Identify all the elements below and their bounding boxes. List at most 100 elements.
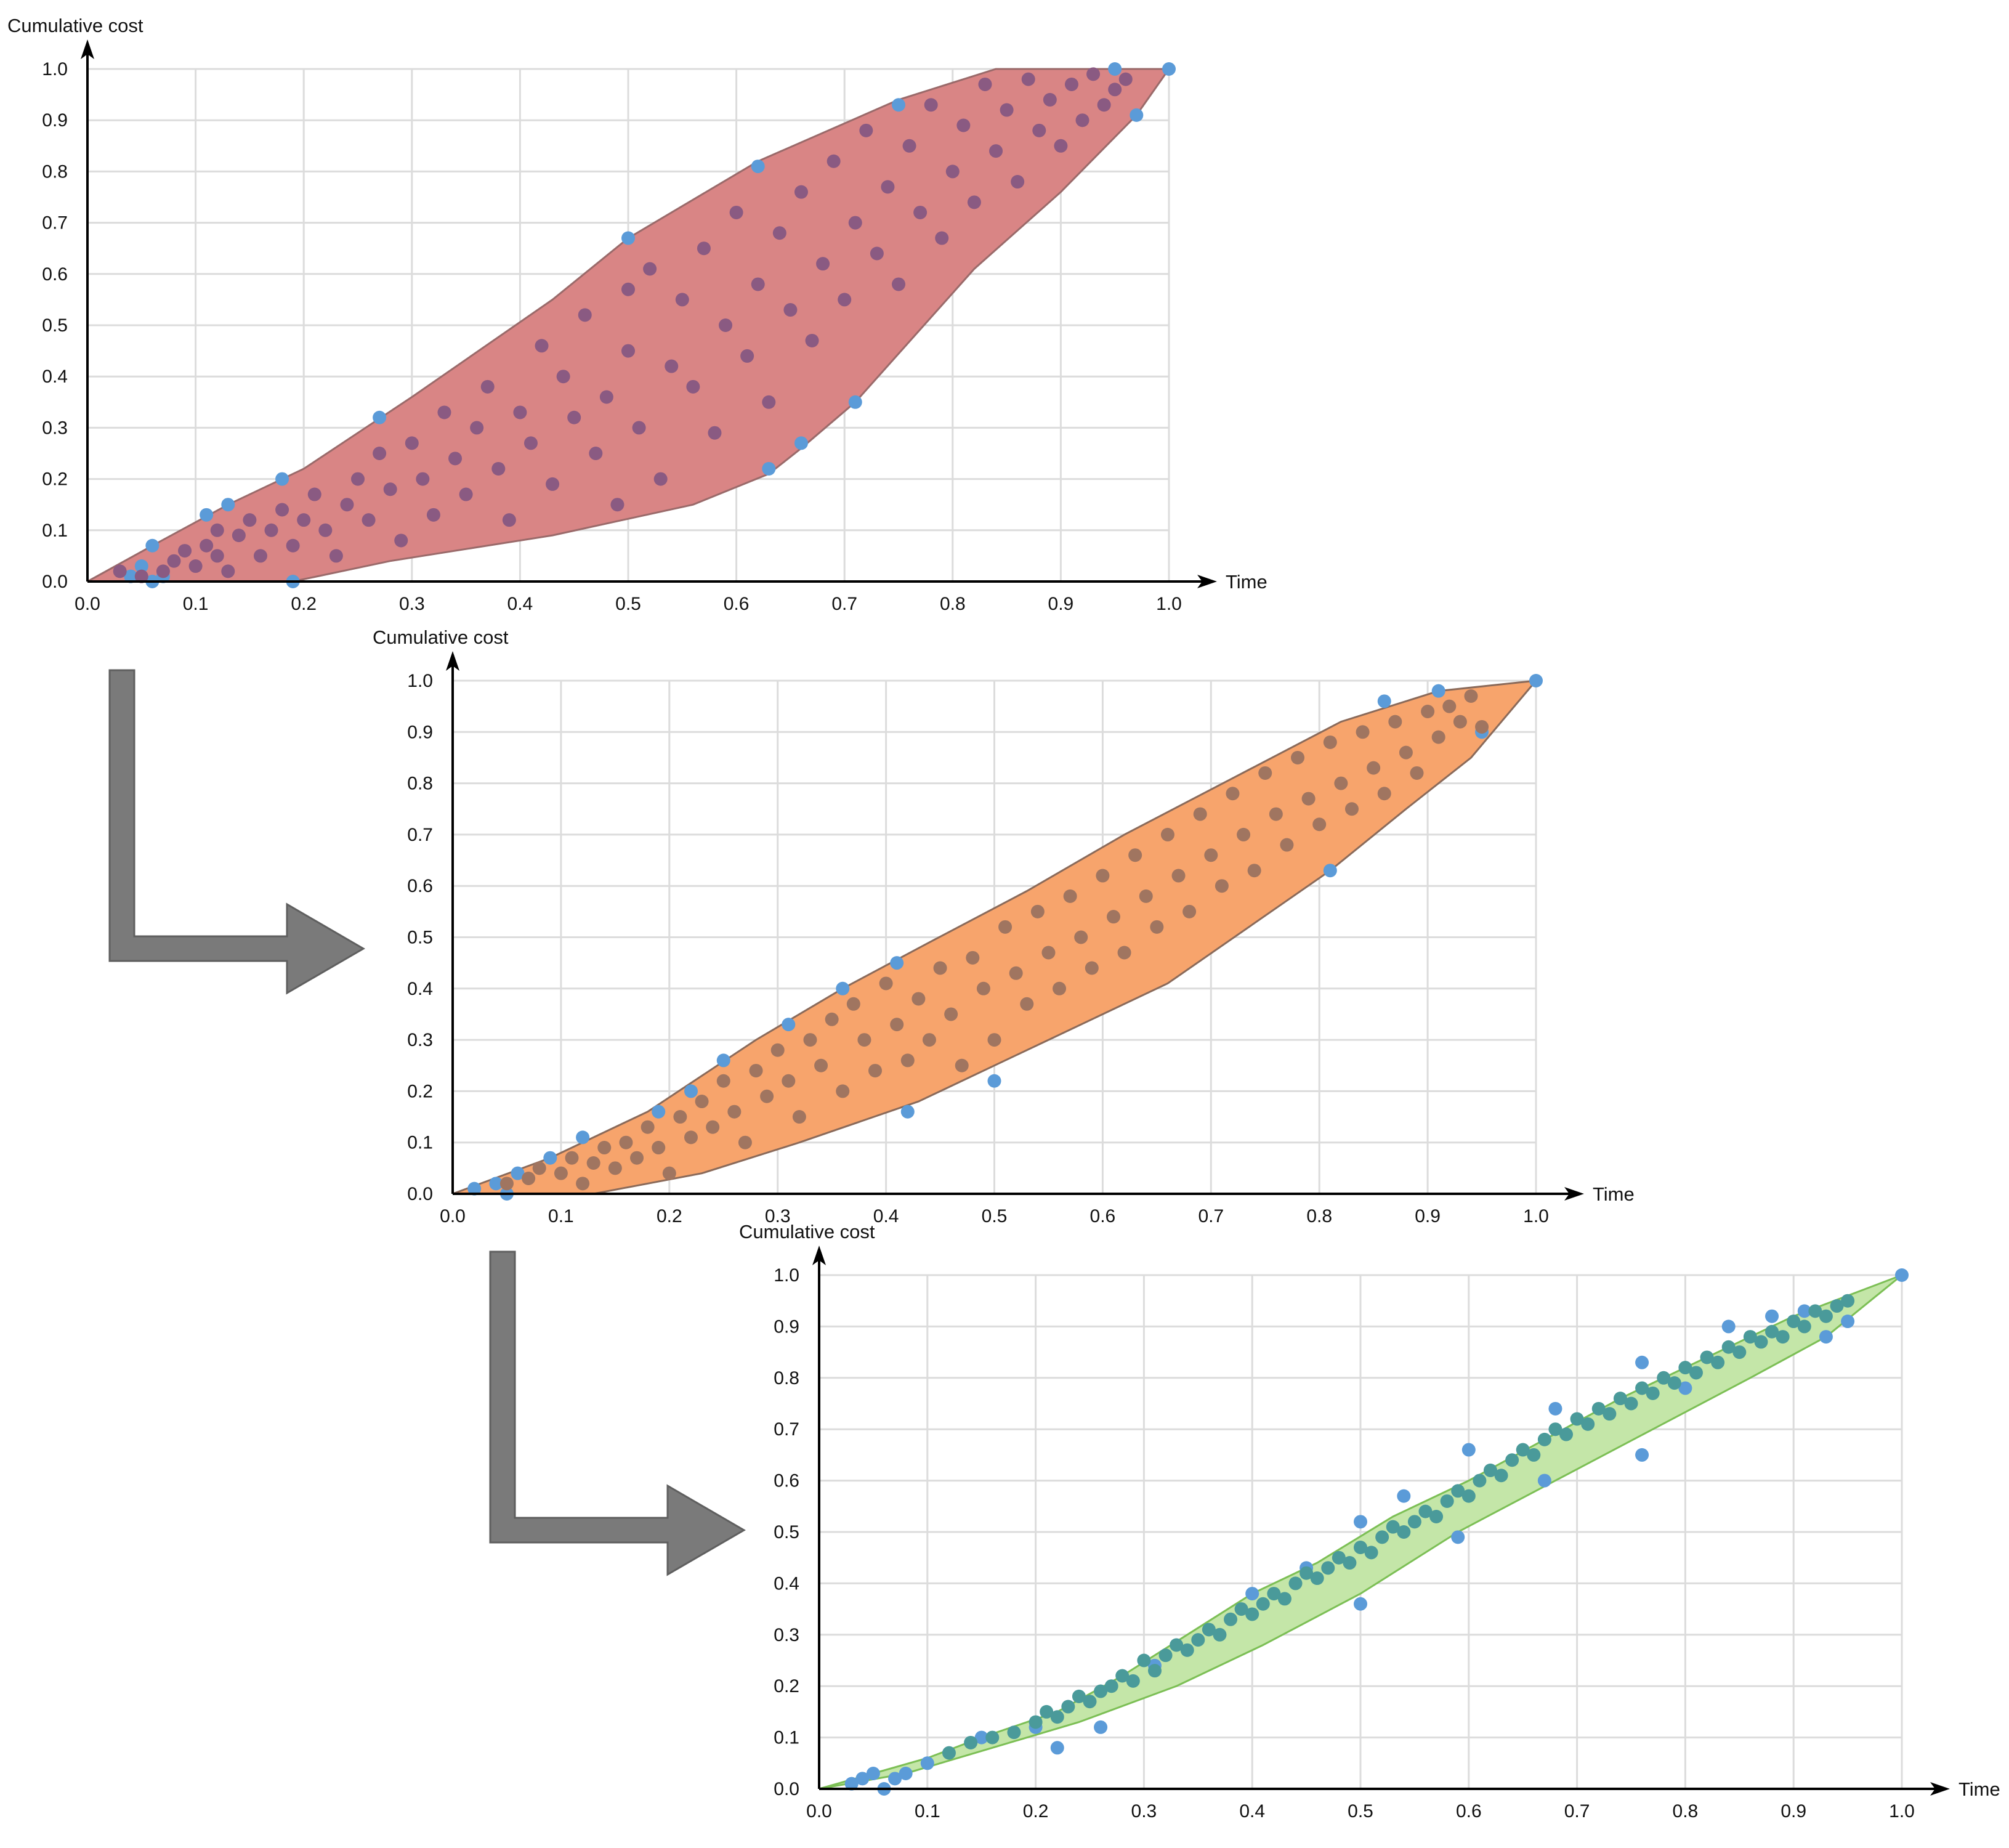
- data-point: [652, 1141, 666, 1155]
- data-point: [286, 538, 300, 553]
- data-point: [1354, 1541, 1367, 1555]
- data-point: [1343, 1556, 1357, 1570]
- x-tick-label: 0.0: [75, 594, 100, 614]
- data-point: [706, 1120, 720, 1134]
- data-point: [935, 231, 949, 245]
- data-point: [275, 503, 289, 517]
- data-point: [1269, 807, 1283, 821]
- data-point: [1421, 704, 1435, 718]
- data-point: [1475, 719, 1489, 734]
- data-point: [1581, 1417, 1595, 1431]
- data-point: [1431, 730, 1445, 744]
- data-point: [816, 257, 830, 271]
- data-point: [1247, 864, 1261, 878]
- data-point: [221, 564, 235, 578]
- y-tick-label: 0.3: [407, 1030, 433, 1050]
- outline-point: [1819, 1330, 1833, 1344]
- x-tick-label: 0.6: [724, 594, 750, 614]
- outline-point: [652, 1104, 666, 1119]
- data-point: [1808, 1304, 1822, 1318]
- data-point: [546, 477, 560, 491]
- y-axis-arrowhead: [81, 39, 94, 59]
- data-point: [383, 482, 397, 496]
- data-point: [1043, 92, 1057, 107]
- data-point: [729, 205, 743, 219]
- data-point: [857, 1033, 871, 1047]
- data-point: [523, 436, 538, 450]
- data-point: [716, 1074, 730, 1088]
- data-point: [751, 277, 765, 291]
- data-point: [619, 1135, 633, 1149]
- data-point: [1150, 920, 1164, 934]
- x-tick-label: 0.1: [915, 1801, 940, 1822]
- x-tick-label: 0.6: [1090, 1206, 1116, 1226]
- outline-point: [844, 1777, 859, 1791]
- data-point: [1074, 930, 1088, 944]
- y-tick-label: 0.5: [407, 928, 433, 948]
- data-point: [329, 549, 343, 563]
- data-point: [1473, 1473, 1487, 1488]
- y-tick-label: 0.2: [42, 469, 68, 490]
- data-point: [760, 1089, 774, 1103]
- data-point: [554, 1166, 568, 1180]
- y-tick-label: 0.2: [774, 1676, 799, 1696]
- data-point: [1399, 745, 1413, 760]
- data-point: [1494, 1469, 1508, 1483]
- data-point: [1086, 67, 1101, 81]
- outline-point: [1635, 1355, 1649, 1369]
- data-point: [1301, 792, 1316, 806]
- data-point: [1407, 1515, 1421, 1529]
- data-point: [1032, 123, 1046, 137]
- data-point: [188, 559, 203, 573]
- data-point: [1300, 1566, 1314, 1580]
- data-point: [922, 1033, 936, 1047]
- y-tick-label: 0.0: [774, 1779, 799, 1799]
- outline-point: [1678, 1381, 1692, 1395]
- y-tick-label: 0.7: [407, 825, 433, 845]
- x-tick-label: 0.0: [440, 1206, 466, 1226]
- data-point: [1334, 776, 1348, 790]
- data-point: [836, 1084, 850, 1098]
- data-point: [985, 1730, 1000, 1745]
- x-tick-label: 0.6: [1456, 1801, 1482, 1822]
- x-axis-title: Time: [1226, 571, 1267, 593]
- data-point: [210, 523, 224, 537]
- data-point: [1765, 1324, 1779, 1339]
- x-tick-label: 0.1: [183, 594, 209, 614]
- x-tick-label: 0.1: [548, 1206, 574, 1226]
- y-tick-label: 0.8: [407, 774, 433, 794]
- data-point: [307, 487, 321, 501]
- data-point: [772, 226, 786, 240]
- data-point: [1367, 761, 1381, 775]
- outline-point: [489, 1177, 503, 1191]
- y-tick-label: 0.9: [407, 722, 433, 742]
- x-tick-label: 0.4: [873, 1206, 899, 1226]
- data-point: [437, 405, 451, 419]
- data-point: [1559, 1427, 1574, 1441]
- data-point: [1819, 1309, 1833, 1323]
- outline-point: [1354, 1515, 1367, 1529]
- data-point: [868, 1064, 883, 1078]
- flow-arrow-2: [489, 1250, 746, 1576]
- data-point: [1591, 1401, 1606, 1416]
- data-point: [167, 554, 181, 568]
- data-point: [1117, 946, 1131, 960]
- y-tick-label: 0.1: [407, 1133, 433, 1153]
- data-point: [846, 997, 860, 1011]
- y-tick-label: 0.9: [774, 1316, 799, 1337]
- y-tick-label: 0.0: [407, 1184, 433, 1204]
- data-point: [749, 1064, 763, 1078]
- data-point: [892, 277, 905, 291]
- data-point: [576, 1177, 590, 1191]
- data-point: [1191, 1633, 1205, 1647]
- y-tick-label: 0.4: [42, 367, 68, 387]
- data-point: [1064, 77, 1078, 91]
- x-tick-label: 0.4: [1239, 1801, 1265, 1822]
- data-point: [673, 1110, 687, 1124]
- data-point: [1147, 1664, 1162, 1678]
- outline-point: [782, 1018, 796, 1032]
- y-axis-title: Cumulative cost: [7, 15, 144, 36]
- data-point: [967, 195, 981, 209]
- data-point: [1323, 735, 1337, 749]
